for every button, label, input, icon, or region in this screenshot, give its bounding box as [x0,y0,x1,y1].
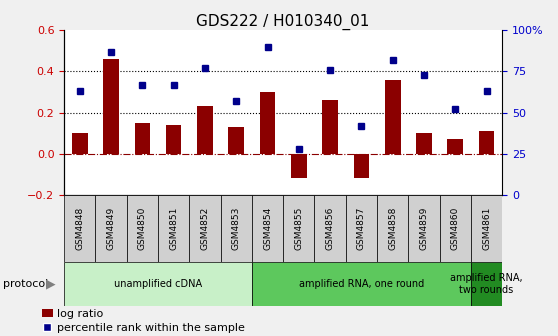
Text: amplified RNA, one round: amplified RNA, one round [299,279,424,289]
Bar [127,195,158,262]
Text: GSM4859: GSM4859 [420,207,429,250]
Bar [315,195,346,262]
Text: ▶: ▶ [46,278,55,290]
Text: GSM4849: GSM4849 [107,207,116,250]
Bar [228,127,244,154]
Bar [64,262,252,306]
Bar [385,80,401,154]
Bar [189,195,220,262]
Bar [252,195,283,262]
Text: GSM4856: GSM4856 [326,207,335,250]
Bar [166,125,181,154]
Bar [103,59,119,154]
Bar [220,195,252,262]
Text: GSM4854: GSM4854 [263,207,272,250]
Text: GSM4852: GSM4852 [200,207,209,250]
Bar [471,195,502,262]
Bar [448,139,463,154]
Bar [72,133,88,154]
Text: amplified RNA,
two rounds: amplified RNA, two rounds [450,273,523,295]
Bar [323,100,338,154]
Bar [346,195,377,262]
Bar [377,195,408,262]
Bar [252,262,471,306]
Bar [259,92,275,154]
Bar [134,123,150,154]
Bar [416,133,432,154]
Text: GSM4860: GSM4860 [451,207,460,250]
Bar [283,195,315,262]
Text: GSM4857: GSM4857 [357,207,366,250]
Bar [64,195,95,262]
Bar [354,154,369,178]
Text: GSM4855: GSM4855 [294,207,304,250]
Text: unamplified cDNA: unamplified cDNA [114,279,202,289]
Bar [291,154,307,178]
Text: protocol: protocol [3,279,48,289]
Text: GSM4853: GSM4853 [232,207,240,250]
Legend: log ratio, percentile rank within the sample: log ratio, percentile rank within the sa… [42,309,246,333]
Bar [158,195,189,262]
Bar [440,195,471,262]
Bar [197,107,213,154]
Bar [95,195,127,262]
Bar [471,262,502,306]
Bar [408,195,440,262]
Text: GSM4851: GSM4851 [169,207,178,250]
Title: GDS222 / H010340_01: GDS222 / H010340_01 [196,14,370,30]
Text: GSM4850: GSM4850 [138,207,147,250]
Text: GSM4861: GSM4861 [482,207,491,250]
Bar [479,131,494,154]
Text: GSM4848: GSM4848 [75,207,84,250]
Text: GSM4858: GSM4858 [388,207,397,250]
